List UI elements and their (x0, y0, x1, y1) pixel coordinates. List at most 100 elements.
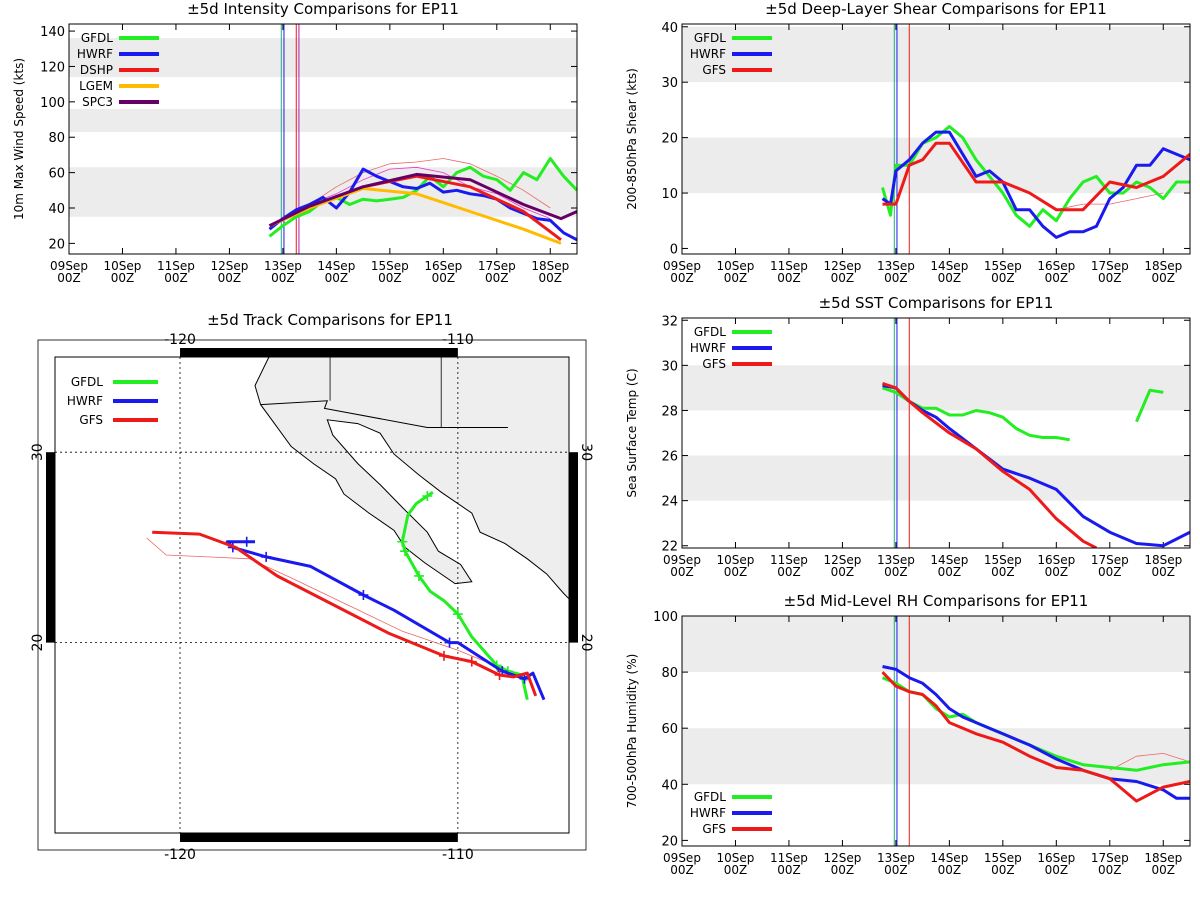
track-marker-gfdl (413, 570, 424, 581)
x-tick-label-hour: 00Z (884, 863, 908, 877)
track-marker-hwrf (358, 590, 369, 600)
y-tick-label: 26 (661, 450, 678, 465)
panel-sst: ±5d SST Comparisons for EP11 Sea Surface … (625, 294, 1191, 579)
x-tick-label-date: 12Sep (210, 259, 248, 273)
x-tick-label-date: 10Sep (717, 259, 755, 273)
y-tick-label: 80 (661, 666, 678, 681)
grey-band (682, 728, 1190, 785)
track-marker-gfdl (422, 490, 433, 501)
y-tick-label: 40 (661, 778, 678, 793)
map-group (55, 357, 569, 833)
plot-frame (68, 23, 578, 255)
lat-label-left: 30 (30, 443, 46, 461)
x-tick-label-hour: 00Z (670, 863, 694, 877)
x-tick-label-date: 13Sep (877, 259, 915, 273)
x-tick-label-date: 14Sep (930, 259, 968, 273)
legend-label-hwrf: HWRF (67, 394, 103, 408)
grey-band (682, 137, 1190, 194)
x-tick-label-hour: 00Z (164, 271, 188, 285)
x-tick-label-hour: 00Z (938, 863, 962, 877)
x-tick-label-hour: 00Z (938, 565, 962, 579)
y-axis-label: 10m Max Wind Speed (kts) (12, 58, 26, 220)
y-tick-label: 22 (661, 540, 678, 555)
legend-label-gfdl: GFDL (694, 325, 726, 339)
x-tick-label-hour: 00Z (1098, 863, 1122, 877)
chart-title: ±5d SST Comparisons for EP11 (819, 294, 1054, 312)
series-line-lgem (268, 187, 562, 245)
track-marker-gfdl (400, 546, 411, 557)
x-tick-label-date: 14Sep (930, 851, 968, 865)
series-line-gfdl-b (1135, 388, 1164, 423)
series-line-hwrf (881, 130, 1190, 239)
x-tick-label-hour: 00Z (991, 271, 1015, 285)
x-tick-label-hour: 00Z (884, 271, 908, 285)
lat-label-right: 20 (578, 634, 594, 652)
grey-band (69, 108, 577, 132)
x-tick-label-date: 15Sep (984, 553, 1022, 567)
x-tick-label-hour: 00Z (777, 271, 801, 285)
x-tick-label-hour: 00Z (991, 863, 1015, 877)
x-tick-label-hour: 00Z (991, 565, 1015, 579)
y-tick-label: 30 (661, 359, 678, 374)
chart-title: ±5d Track Comparisons for EP11 (207, 311, 453, 329)
x-tick-label-date: 09Sep (663, 259, 701, 273)
x-tick-label-hour: 00Z (271, 271, 295, 285)
x-tick-label-date: 09Sep (663, 553, 701, 567)
track-line-prev (146, 537, 528, 682)
plot-frame (681, 23, 1191, 255)
x-tick-label-hour: 00Z (218, 271, 242, 285)
track-marker-gfs (466, 656, 477, 667)
x-tick-label-date: 09Sep (663, 851, 701, 865)
x-tick-label-date: 11Sep (770, 553, 808, 567)
x-tick-label-hour: 00Z (1152, 863, 1176, 877)
series-group (268, 157, 577, 245)
x-tick-label-date: 16Sep (1037, 259, 1075, 273)
y-tick-label: 30 (661, 76, 678, 91)
series-line-gfs (882, 381, 1098, 548)
legend-label-gfdl: GFDL (694, 790, 726, 804)
x-tick-label-date: 11Sep (770, 259, 808, 273)
y-axis-label: Sea Surface Temp (C) (625, 368, 639, 497)
x-tick-label-date: 18Sep (1144, 851, 1182, 865)
x-tick-label-hour: 00Z (670, 565, 694, 579)
x-tick-label-hour: 00Z (1045, 565, 1069, 579)
x-tick-label-date: 16Sep (1037, 851, 1075, 865)
legend-label-gfdl: GFDL (694, 31, 726, 45)
series-line-prev (1109, 753, 1190, 771)
chart-title: ±5d Intensity Comparisons for EP11 (187, 0, 459, 18)
x-tick-label-date: 17Sep (1091, 259, 1129, 273)
panel-shear: ±5d Deep-Layer Shear Comparisons for EP1… (625, 0, 1191, 285)
legend-label-gfs: GFS (702, 63, 726, 77)
y-tick-label: 0 (670, 242, 678, 257)
x-tick-label-hour: 00Z (378, 271, 402, 285)
x-tick-label-date: 12Sep (823, 851, 861, 865)
x-tick-label-date: 15Sep (984, 259, 1022, 273)
y-tick-label: 100 (653, 610, 678, 625)
x-tick-label-date: 10Sep (717, 851, 755, 865)
series-line-prev2 (298, 166, 551, 219)
lon-label-top: -120 (164, 332, 196, 348)
series-line-hwrf (882, 665, 1190, 800)
lat-label-left: 20 (30, 634, 46, 652)
x-tick-label-hour: 00Z (724, 565, 748, 579)
legend-label-lgem: LGEM (79, 79, 113, 93)
x-tick-label-hour: 00Z (777, 863, 801, 877)
x-tick-label-date: 10Sep (104, 259, 142, 273)
x-tick-label-date: 15Sep (984, 851, 1022, 865)
x-tick-label-hour: 00Z (432, 271, 456, 285)
lat-label-right: 30 (578, 443, 594, 461)
panel-rh: ±5d Mid-Level RH Comparisons for EP11 700… (625, 592, 1191, 877)
track-line-gfs (152, 530, 538, 697)
track-marker-gfs (438, 650, 449, 661)
x-tick-label-date: 17Sep (478, 259, 516, 273)
map-border-bar-left (46, 452, 55, 643)
x-tick-label-date: 18Sep (1144, 259, 1182, 273)
x-tick-label-date: 18Sep (1144, 553, 1182, 567)
x-tick-label-hour: 00Z (1098, 271, 1122, 285)
grey-band (682, 455, 1190, 501)
x-tick-label-date: 18Sep (531, 259, 569, 273)
x-tick-label-hour: 00Z (724, 863, 748, 877)
panel-track: ±5d Track Comparisons for EP11 -120 -120 -1… (30, 311, 594, 863)
grey-band (682, 616, 1190, 673)
